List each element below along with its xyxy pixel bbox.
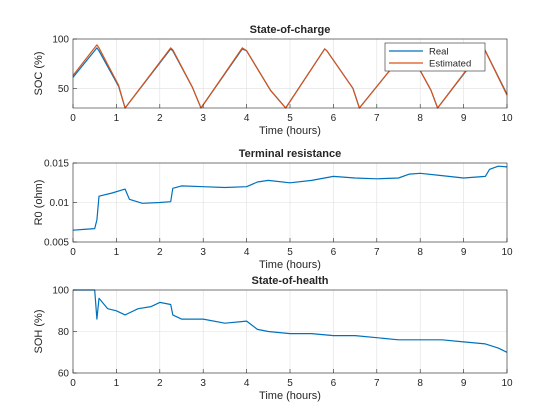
x-tick-label: 3: [200, 113, 206, 124]
x-tick-label: 6: [331, 247, 337, 258]
y-tick-label: 0.015: [44, 159, 69, 170]
x-tick-label: 0: [70, 113, 76, 124]
chart-title: Terminal resistance: [239, 148, 342, 160]
x-tick-label: 7: [374, 378, 380, 389]
x-tick-label: 9: [461, 378, 467, 389]
x-tick-label: 2: [157, 247, 163, 258]
series-line-data: [72, 165, 508, 231]
x-tick-label: 10: [501, 113, 513, 124]
x-tick-label: 8: [417, 247, 423, 258]
x-tick-label: 5: [287, 247, 293, 258]
legend-label-real: Real: [429, 47, 449, 58]
x-tick-label: 9: [461, 113, 467, 124]
y-axis-label: SOH (%): [33, 310, 45, 354]
x-tick-label: 1: [114, 247, 120, 258]
y-tick-label: 50: [58, 84, 70, 95]
y-tick-label: 60: [58, 369, 70, 380]
x-tick-label: 1: [114, 113, 120, 124]
y-tick-label: 0.005: [44, 238, 69, 249]
x-tick-label: 0: [70, 247, 76, 258]
x-tick-label: 1: [114, 378, 120, 389]
x-tick-label: 5: [287, 378, 293, 389]
legend-label-estimated: Estimated: [429, 59, 471, 70]
x-axis-label: Time (hours): [259, 125, 321, 137]
y-tick-label: 100: [52, 35, 69, 46]
chart-panel-2: 0 1 2 3 4 5 6 7 8 9 10 0.005 0.01 0.015 Terminal resis…: [33, 148, 513, 271]
x-tick-label: 6: [331, 113, 337, 124]
x-tick-label: 2: [157, 378, 163, 389]
x-tick-label: 4: [244, 247, 250, 258]
x-tick-label: 5: [287, 113, 293, 124]
x-tick-label: 8: [417, 378, 423, 389]
x-tick-label: 4: [244, 378, 250, 389]
series-line-estimated: [72, 44, 508, 109]
x-tick-label: 4: [244, 113, 250, 124]
y-axis-label: SOC (%): [33, 52, 45, 96]
x-tick-label: 9: [461, 247, 467, 258]
x-tick-label: 6: [331, 378, 337, 389]
x-tick-label: 2: [157, 113, 163, 124]
legend-box: [384, 42, 486, 72]
x-tick-label: 10: [501, 378, 513, 389]
x-tick-label: 7: [374, 113, 380, 124]
x-axis-label: Time (hours): [259, 259, 321, 271]
x-tick-label: 8: [417, 113, 423, 124]
x-tick-label: 7: [374, 247, 380, 258]
x-tick-label: 3: [200, 247, 206, 258]
x-tick-label: 3: [200, 378, 206, 389]
x-axis-label: Time (hours): [259, 390, 321, 402]
chart-title: State-of-health: [252, 275, 329, 287]
y-tick-label: 80: [58, 327, 70, 338]
y-tick-label: 100: [52, 286, 69, 297]
x-tick-label: 0: [70, 378, 76, 389]
chart-title: State-of-charge: [250, 24, 331, 36]
y-tick-label: 0.01: [50, 198, 70, 209]
chart-panel-3: 0 1 2 3 4 5 6 7 8 9 10 60 80 100 State-of-health Time (…: [33, 275, 513, 402]
x-tick-label: 10: [501, 247, 513, 258]
chart-panel-1: 0 1 2 3 4 5 6 7 8 9 10 50 100 State-of-charge Time (ho…: [33, 24, 513, 137]
y-axis-label: R0 (ohm): [33, 180, 45, 226]
series-line-data: [73, 289, 508, 353]
